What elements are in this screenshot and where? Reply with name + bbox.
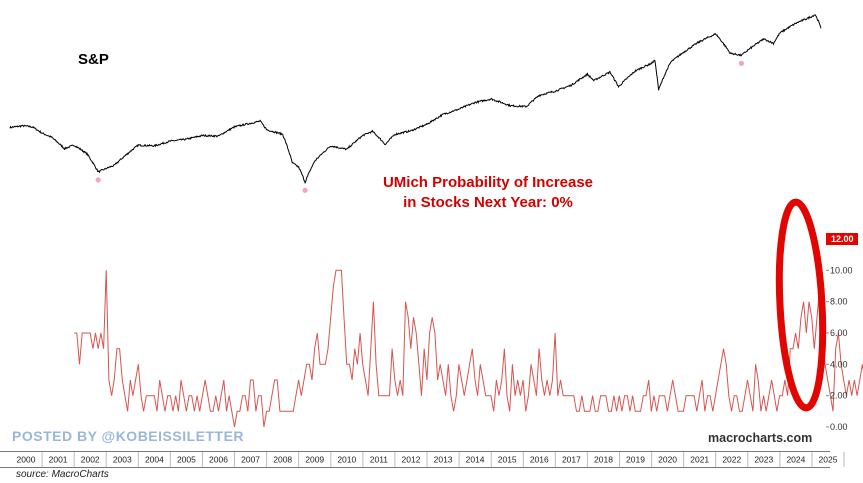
sp500-line xyxy=(9,14,822,185)
watermark-text: POSTED BY @KOBEISSILETTER xyxy=(12,428,244,444)
x-tick-label: 2008 xyxy=(273,455,292,465)
x-tick-label: 2011 xyxy=(370,455,389,465)
x-tick-label: 2014 xyxy=(466,455,485,465)
x-axis: 2000 2001 2002 2003 2004 2005 2006 2007 2008 2009… xyxy=(0,451,863,468)
x-tick-label: 2018 xyxy=(594,455,613,465)
x-tick-label: 2007 xyxy=(241,455,260,465)
umich-y-tick-label: 8.00 xyxy=(830,297,848,307)
x-tick-label: 2021 xyxy=(690,455,709,465)
x-tick-label: 2017 xyxy=(562,455,581,465)
umich-annotation-line-2: in Stocks Next Year: 0% xyxy=(403,194,573,211)
sp500-low-marker-2 xyxy=(738,60,745,66)
sp500-title: S&P xyxy=(78,51,109,68)
umich-y-tick-label: 0.00 xyxy=(830,422,848,432)
x-tick-label: 2024 xyxy=(786,455,805,465)
source-label: source: MacroCharts xyxy=(16,469,109,480)
brand-label: macrocharts.com xyxy=(708,431,812,445)
x-tick-label: 2013 xyxy=(434,455,453,465)
x-tick-label: 2004 xyxy=(145,455,164,465)
x-tick-label: 2006 xyxy=(209,455,228,465)
x-tick-label: 2015 xyxy=(498,455,517,465)
x-tick-label: 2019 xyxy=(626,455,645,465)
umich-y-tick-label: 10.00 xyxy=(830,265,853,275)
umich-y-tick-label: 2.00 xyxy=(830,391,848,401)
x-axis-ticks: 2000 2001 2002 2003 2004 2005 2006 2007 2008 2009… xyxy=(17,452,845,467)
x-tick-label: 2001 xyxy=(49,455,68,465)
x-tick-label: 2012 xyxy=(402,455,421,465)
umich-y-axis: 0.00 2.00 4.00 6.00 8.00 10.00 xyxy=(826,265,853,432)
umich-panel: 0.00 2.00 4.00 6.00 8.00 10.00 xyxy=(74,265,863,432)
x-tick-label: 2010 xyxy=(337,455,356,465)
x-tick-label: 2023 xyxy=(754,455,773,465)
sp500-low-markers xyxy=(95,60,745,193)
sp500-low-marker-1 xyxy=(302,187,308,193)
x-tick-label: 2005 xyxy=(177,455,196,465)
umich-line xyxy=(74,269,863,428)
x-tick-label: 2025 xyxy=(819,455,838,465)
last-value-badge: 12.00 xyxy=(826,233,858,245)
x-axis-band xyxy=(0,451,863,467)
last-value-badge-bg xyxy=(826,233,858,245)
umich-y-tick-label: 4.00 xyxy=(830,359,848,369)
x-tick-label: 2009 xyxy=(305,455,324,465)
x-tick-label: 2020 xyxy=(658,455,677,465)
umich-annotation-line-1: UMich Probability of Increase xyxy=(383,174,593,191)
x-tick-label: 2022 xyxy=(722,455,741,465)
x-tick-label: 2000 xyxy=(17,455,36,465)
highlight-ellipse xyxy=(775,198,827,412)
x-tick-label: 2003 xyxy=(113,455,132,465)
sp500-panel: S&P xyxy=(9,14,822,193)
umich-y-tick-label: 6.00 xyxy=(830,328,848,338)
last-value-label: 12.00 xyxy=(831,234,854,244)
x-tick-label: 2002 xyxy=(81,455,100,465)
sp500-low-marker-0 xyxy=(95,177,101,183)
x-tick-label: 2016 xyxy=(530,455,549,465)
